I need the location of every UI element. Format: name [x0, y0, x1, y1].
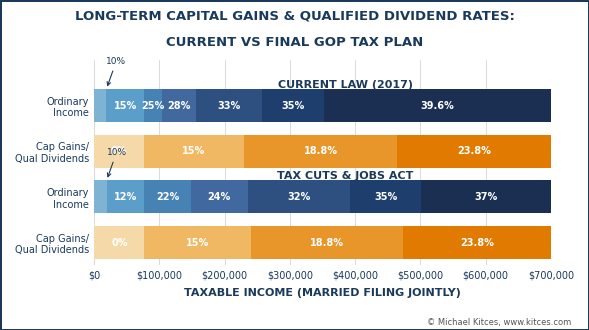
Bar: [403, 226, 551, 259]
Bar: [421, 181, 551, 213]
Text: CURRENT VS FINAL GOP TAX PLAN: CURRENT VS FINAL GOP TAX PLAN: [166, 36, 423, 49]
Bar: [196, 89, 262, 122]
Text: 22%: 22%: [156, 192, 179, 202]
Bar: [244, 135, 397, 168]
Bar: [397, 135, 551, 168]
Text: 23.8%: 23.8%: [460, 238, 494, 248]
Bar: [262, 89, 323, 122]
Bar: [106, 89, 144, 122]
Bar: [144, 89, 162, 122]
Bar: [191, 181, 248, 213]
Text: 0%: 0%: [111, 238, 128, 248]
Text: TAX CUTS & JOBS ACT: TAX CUTS & JOBS ACT: [277, 171, 413, 182]
Bar: [94, 226, 144, 259]
Bar: [350, 181, 421, 213]
Text: © Michael Kitces, www.kitces.com: © Michael Kitces, www.kitces.com: [427, 318, 571, 327]
Text: 12%: 12%: [114, 192, 137, 202]
Bar: [323, 89, 551, 122]
Bar: [251, 226, 403, 259]
Bar: [94, 135, 144, 168]
Text: 15%: 15%: [183, 146, 206, 156]
Bar: [107, 181, 144, 213]
Text: 39.6%: 39.6%: [421, 101, 454, 111]
Text: 35%: 35%: [374, 192, 398, 202]
Text: 28%: 28%: [167, 101, 190, 111]
Text: 25%: 25%: [141, 101, 164, 111]
Text: 18.8%: 18.8%: [310, 238, 344, 248]
Text: 18.8%: 18.8%: [303, 146, 337, 156]
Text: 10%: 10%: [107, 148, 127, 177]
X-axis label: TAXABLE INCOME (MARRIED FILING JOINTLY): TAXABLE INCOME (MARRIED FILING JOINTLY): [184, 288, 461, 299]
Text: 0%: 0%: [111, 146, 127, 156]
Text: LONG-TERM CAPITAL GAINS & QUALIFIED DIVIDEND RATES:: LONG-TERM CAPITAL GAINS & QUALIFIED DIVI…: [75, 10, 514, 23]
Text: 35%: 35%: [282, 101, 305, 111]
Text: 15%: 15%: [186, 238, 209, 248]
Text: 24%: 24%: [207, 192, 231, 202]
Bar: [94, 181, 107, 213]
Bar: [94, 89, 106, 122]
Text: 10%: 10%: [106, 57, 127, 85]
Bar: [162, 89, 196, 122]
Bar: [144, 226, 251, 259]
Text: CURRENT LAW (2017): CURRENT LAW (2017): [278, 80, 413, 90]
Bar: [248, 181, 350, 213]
Text: 23.8%: 23.8%: [457, 146, 491, 156]
Text: 37%: 37%: [475, 192, 498, 202]
Text: 33%: 33%: [217, 101, 240, 111]
Bar: [144, 135, 244, 168]
Text: 32%: 32%: [287, 192, 310, 202]
Text: 15%: 15%: [114, 101, 137, 111]
Bar: [144, 181, 191, 213]
